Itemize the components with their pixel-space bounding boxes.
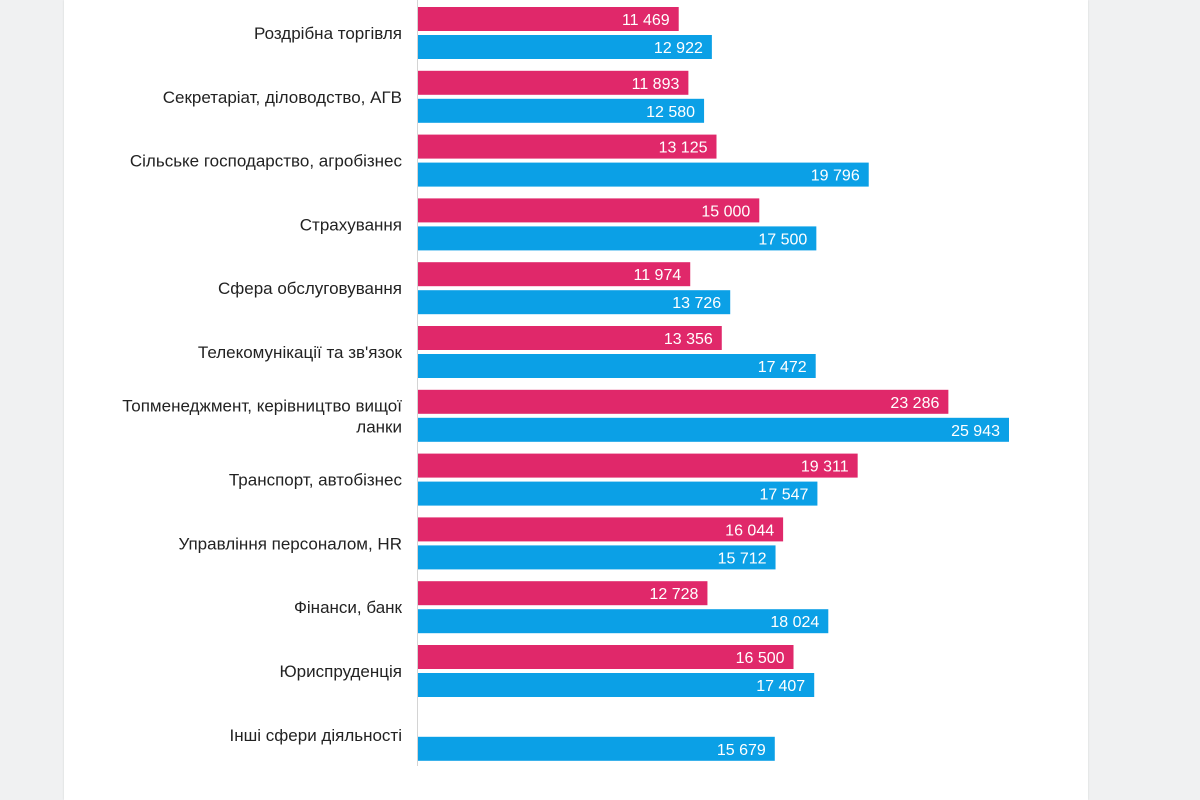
bar [417, 198, 760, 223]
bar [417, 35, 712, 59]
category-label: Сфера обслуговування [218, 279, 402, 298]
bar [417, 354, 816, 378]
category-label-line: Телекомунікації та зв'язок [198, 343, 403, 362]
bar [417, 545, 776, 570]
data-label: 13 356 [664, 331, 713, 348]
data-label: 15 712 [718, 550, 767, 567]
data-label: 19 311 [801, 459, 849, 476]
data-label: 17 547 [759, 487, 808, 504]
category-label-line: Страхування [300, 215, 402, 234]
bar [417, 417, 1009, 442]
bar [417, 673, 815, 697]
data-label: 17 407 [756, 678, 805, 695]
bar [417, 389, 949, 414]
category-label-line: ланки [356, 417, 402, 436]
category-label: Юриспруденція [279, 662, 402, 681]
bar [417, 481, 818, 506]
data-label: 12 580 [646, 104, 695, 121]
bar [417, 134, 717, 159]
category-label-line: Інші сфери діяльності [230, 726, 402, 745]
bar-chart: Роздрібна торгівля 11 469 12 922 Секретаріа… [122, 0, 1009, 766]
bar [417, 98, 705, 123]
category-label: Сільське господарство, агробізнес [130, 152, 403, 171]
category-label-line: Топменеджмент, керівництво вищої [122, 396, 402, 415]
bar [417, 70, 689, 95]
category-label-line: Сфера обслуговування [218, 279, 402, 298]
bar [417, 517, 784, 542]
data-label: 16 044 [725, 522, 774, 539]
data-label: 15 000 [701, 203, 750, 220]
bar [417, 581, 708, 606]
bar [417, 162, 869, 187]
category-label: Телекомунікації та зв'язок [198, 343, 403, 362]
data-label: 16 500 [736, 650, 785, 667]
category-label: Страхування [300, 215, 402, 234]
category-label: Транспорт, автобізнес [229, 471, 403, 490]
data-label: 19 796 [811, 168, 860, 185]
bar [417, 226, 817, 251]
bar [417, 453, 858, 478]
category-label: Фінанси, банк [294, 598, 403, 617]
category-label-line: Юриспруденція [279, 662, 402, 681]
category-label-line: Транспорт, автобізнес [229, 471, 403, 490]
category-label: Секретаріат, діловодство, АГВ [163, 88, 402, 107]
category-label-line: Секретаріат, діловодство, АГВ [163, 88, 402, 107]
bar [417, 7, 679, 31]
bar [417, 326, 722, 350]
data-label: 12 728 [650, 586, 699, 603]
bar [417, 645, 794, 669]
data-label: 12 922 [654, 40, 703, 57]
chart-panel: Роздрібна торгівля 11 469 12 922 Секретаріа… [64, 0, 1088, 800]
category-label-line: Роздрібна торгівля [254, 24, 402, 43]
category-label: Роздрібна торгівля [254, 24, 402, 43]
bar [417, 736, 775, 761]
data-label: 15 679 [717, 742, 766, 759]
data-label: 11 974 [633, 267, 681, 284]
data-label: 17 472 [758, 359, 807, 376]
data-label: 17 500 [758, 231, 807, 248]
data-label: 11 469 [622, 12, 670, 29]
bar [417, 290, 731, 315]
category-label: Топменеджмент, керівництво вищої ланки [122, 396, 402, 436]
category-label-line: Управління персоналом, HR [178, 534, 402, 553]
data-label: 13 125 [659, 140, 708, 157]
category-label: Інші сфери діяльності [230, 726, 402, 745]
data-label: 25 943 [951, 423, 1000, 440]
category-label-line: Сільське господарство, агробізнес [130, 152, 403, 171]
data-label: 11 893 [632, 76, 680, 93]
data-label: 13 726 [672, 295, 721, 312]
bar [417, 609, 829, 634]
bar [417, 262, 691, 287]
data-label: 23 286 [890, 395, 939, 412]
category-label-line: Фінанси, банк [294, 598, 403, 617]
data-label: 18 024 [770, 614, 819, 631]
category-label: Управління персоналом, HR [178, 534, 402, 553]
